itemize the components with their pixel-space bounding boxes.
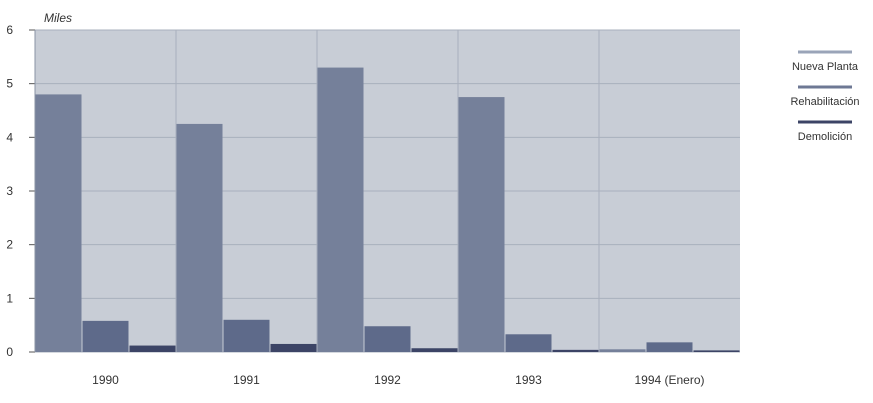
bar-demolici-n xyxy=(129,345,176,352)
legend-label: Nueva Planta xyxy=(792,61,859,73)
bars xyxy=(35,67,740,353)
bar-nueva-planta xyxy=(176,123,223,353)
bar-rehabilitaci-n xyxy=(223,319,270,352)
unit-label: Miles xyxy=(44,11,72,25)
y-tick-label: 0 xyxy=(6,345,13,359)
legend: Nueva Planta Rehabilitación Demolición xyxy=(790,50,860,143)
bar-demolici-n xyxy=(411,348,458,352)
legend-label: Rehabilitación xyxy=(790,96,859,108)
gridlines xyxy=(35,29,740,353)
y-tick-label: 6 xyxy=(6,23,13,37)
x-tick-label: 1992 xyxy=(374,373,401,387)
bar-nueva-planta xyxy=(35,94,82,353)
x-tick-label: 1991 xyxy=(233,373,260,387)
y-tick-label: 5 xyxy=(6,77,13,91)
x-tick-label: 1994 (Enero) xyxy=(634,373,704,387)
x-tick-label: 1993 xyxy=(515,373,542,387)
bar-demolici-n xyxy=(552,349,599,352)
y-tick-label: 3 xyxy=(6,184,13,198)
bar-rehabilitaci-n xyxy=(364,326,411,352)
y-axis: 0 1 2 3 4 5 6 xyxy=(6,23,36,359)
bar-nueva-planta xyxy=(317,67,364,353)
y-tick-label: 4 xyxy=(6,130,13,144)
y-tick-label: 1 xyxy=(6,291,13,305)
legend-label: Demolición xyxy=(798,131,852,143)
bar-rehabilitaci-n xyxy=(82,320,129,352)
x-tick-label: 1990 xyxy=(92,373,119,387)
bar-demolici-n xyxy=(270,343,317,352)
bar-demolici-n xyxy=(693,350,740,352)
bar-nueva-planta xyxy=(599,349,646,352)
bar-nueva-planta xyxy=(458,97,505,352)
bar-rehabilitaci-n xyxy=(646,342,693,352)
y-tick-label: 2 xyxy=(6,238,13,252)
bar-rehabilitaci-n xyxy=(505,334,552,352)
x-axis: 1990 1991 1992 1993 1994 (Enero) xyxy=(92,373,704,387)
